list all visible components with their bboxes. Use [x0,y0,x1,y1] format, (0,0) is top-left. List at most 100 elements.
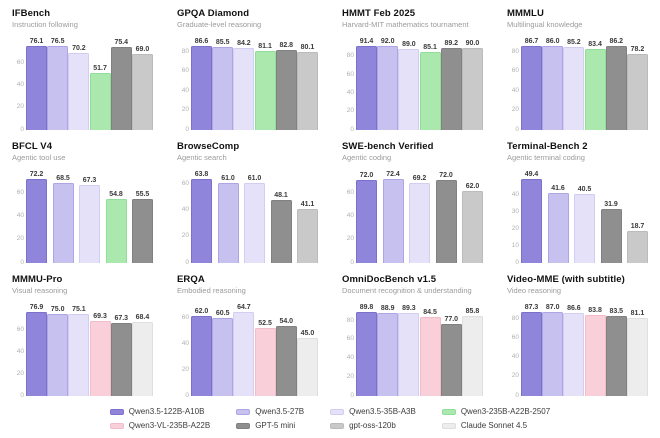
bar-qwen3-235b-2507 [584,48,606,130]
bar-value-label: 41.1 [300,201,315,209]
chart-title: OmniDocBench v1.5 [342,274,437,285]
chart-title: MMMLU [507,8,544,19]
y-axis-tick-label: 60 [16,326,24,334]
chart-title: ERQA [177,274,205,285]
bar-gpt5-mini [440,48,462,130]
bar-cell-qwen35-27b: 92.0 [377,38,399,130]
bar-cell-gpt5-mini: 72.0 [435,171,457,263]
bar-cell-qwen35-27b: 87.0 [542,304,564,396]
bar-value-label: 68.4 [135,313,150,321]
y-axis-tick-label: 80 [346,52,354,60]
legend-label: gpt-oss-120b [349,421,396,430]
bar-cell-qwen3-235b-2507: 81.1 [254,43,276,130]
bar-cell-gpt5-mini: 77.0 [440,316,462,396]
chart-subtitle: Agentic search [177,153,227,162]
legend-item-gpt-oss-120b: gpt-oss-120b [330,419,416,433]
legend-item-claude-sonnet-45: Claude Sonnet 4.5 [441,419,550,433]
bar-value-label: 40.5 [577,186,592,194]
bar-gpt5-mini [132,198,153,263]
legend-swatch-icon [236,408,251,415]
y-axis-tick-label: 20 [16,235,24,243]
chart-panel-bfcl-v4: BFCL V4 Agentic tool use 0 20 40 60 72.2 68.5 67… [0,133,165,266]
legend-item-qwen3-235b-2507: Qwen3-235B-A22B-2507 [441,405,550,419]
chart-subtitle: Agentic coding [342,153,392,162]
legend-label: Claude Sonnet 4.5 [460,421,528,430]
bar-cell-gpt5-mini: 55.5 [132,190,153,263]
bar-value-label: 55.5 [135,190,150,198]
bar-value-label: 68.5 [56,175,70,183]
bar-gpt5-mini [605,315,627,396]
y-axis-tick-label: 80 [346,316,354,324]
plot-area: 0 20 40 60 62.0 60.5 64.7 52.5 54.0 45.0 [182,297,318,398]
bar-qwen35-35b [563,312,585,396]
bar-gpt5-mini [440,324,462,396]
bar-qwen35-35b [233,48,255,130]
y-axis-tick-label: 0 [515,125,519,133]
chart-subtitle: Video reasoning [507,286,562,295]
bar-value-label: 80.1 [300,44,315,52]
y-axis-tick-label: 60 [346,70,354,78]
chart-title: HMMT Feb 2025 [342,8,416,19]
bar-value-label: 61.0 [247,174,262,182]
chart-title: MMMU-Pro [12,274,63,285]
bar-cell-qwen35-122b: 89.8 [356,304,377,396]
bar-cell-qwen35-27b: 76.5 [47,38,69,130]
chart-subtitle: Agentic tool use [12,153,66,162]
bar-qwen35-122b [191,45,212,130]
bar-cell-qwen35-27b: 61.0 [217,175,239,263]
bar-value-label: 89.8 [359,304,374,312]
legend-item-qwen3-vl-235b: Qwen3-VL-235B-A22B [109,419,210,433]
bar-value-label: 72.0 [439,171,453,179]
legend-swatch-icon [330,422,345,429]
bar-qwen35-35b [398,312,420,396]
y-axis-tick-label: 30 [511,207,519,215]
bar-value-label: 77.0 [444,316,459,324]
bar-cell-qwen3-235b-2507: 83.4 [584,41,606,130]
chart-title: SWE-bench Verified [342,141,434,152]
bar-cell-qwen35-122b: 87.3 [521,304,542,396]
bar-cell-gpt5-mini: 75.4 [110,38,132,130]
bar-value-label: 84.2 [237,40,251,48]
y-axis-tick-label: 20 [511,224,519,232]
chart-subtitle: Embodied reasoning [177,286,246,295]
bar-qwen35-27b [542,312,564,396]
bar-qwen35-122b [26,179,47,263]
bar-gpt-oss-120b [627,231,648,263]
bar-value-label: 60.5 [215,309,230,317]
y-axis-tick-label: 0 [20,258,24,266]
bar-qwen3-235b-2507 [254,51,276,130]
bar-qwen35-27b [547,192,569,263]
bar-value-label: 78.2 [630,46,645,54]
bar-qwen35-35b [68,52,90,130]
bar-cell-qwen35-27b: 72.4 [382,171,404,263]
bar-claude-sonnet-45 [461,315,483,396]
bar-qwen35-122b [191,179,212,263]
bar-cell-qwen35-35b: 61.0 [244,175,265,263]
bar-cell-qwen35-27b: 88.9 [377,305,399,396]
bar-value-label: 48.1 [274,191,288,199]
bar-value-label: 91.4 [359,38,374,46]
y-axis-tick-label: 20 [346,235,354,243]
bar-cell-qwen3-vl-235b: 84.5 [419,309,441,396]
bar-cell-qwen35-27b: 86.0 [542,38,564,130]
plot-area: 0 20 40 60 63.8 61.0 61.0 48.1 41.1 [182,164,318,265]
bar-cell-qwen35-122b: 86.6 [191,38,212,130]
chart-title: Terminal-Bench 2 [507,141,588,152]
bar-qwen35-27b [377,312,399,396]
bar-qwen35-27b [377,45,399,130]
bar-value-label: 75.4 [114,38,129,46]
bars-group: 63.8 61.0 61.0 48.1 41.1 [191,164,318,263]
chart-subtitle: Agentic terminal coding [507,153,585,162]
y-axis-tick-label: 60 [346,189,354,197]
y-axis-tick-label: 40 [346,212,354,220]
bar-cell-qwen35-35b: 69.2 [409,175,430,263]
y-axis-tick-label: 80 [181,47,189,55]
bar-value-label: 62.0 [194,307,209,315]
plot-area: 0 20 40 60 76.9 75.0 75.1 69.3 67.3 68.4 [17,297,153,398]
legend-item-gpt5-mini: GPT-5 mini [236,419,304,433]
bar-value-label: 75.0 [50,306,65,314]
bars-group: 76.9 75.0 75.1 69.3 67.3 68.4 [26,297,153,396]
bar-value-label: 69.3 [93,312,107,320]
bar-value-label: 54.0 [279,318,294,326]
